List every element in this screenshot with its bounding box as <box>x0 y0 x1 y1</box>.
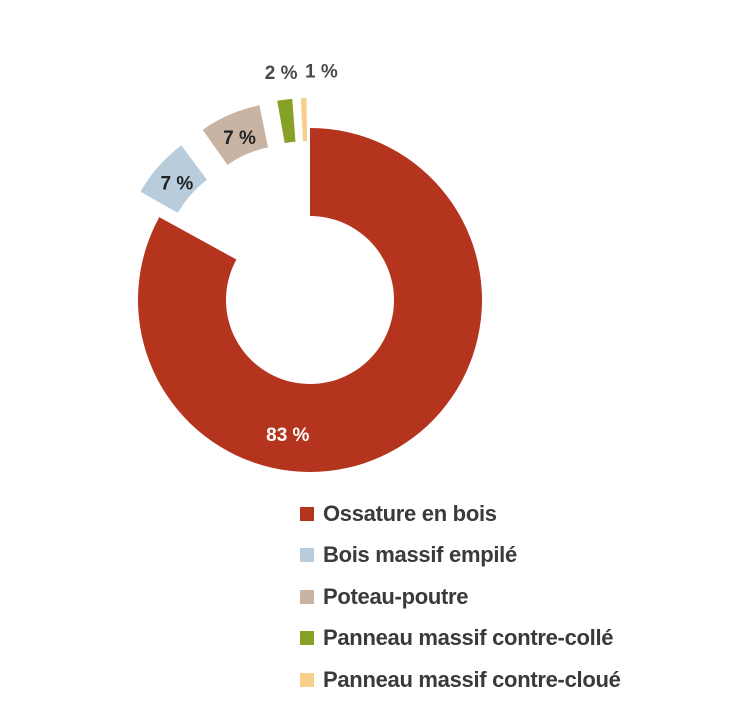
legend-item-poteau-poutre: Poteau-poutre <box>300 576 621 618</box>
legend-swatch-panneau-massif-contre-colle <box>300 631 314 646</box>
slice-bois-massif-empile <box>140 145 208 213</box>
slice-label-poteau-poutre: 7 % <box>223 128 256 149</box>
slice-label-panneau-massif-contre-colle: 2 % <box>265 63 298 84</box>
legend-swatch-ossature-en-bois <box>300 506 314 521</box>
legend-item-bois-massif-empile: Bois massif empilé <box>300 535 621 577</box>
legend-swatch-panneau-massif-contre-cloue <box>300 672 314 687</box>
legend-item-panneau-massif-contre-colle: Panneau massif contre-collé <box>300 618 621 660</box>
legend-label-poteau-poutre: Poteau-poutre <box>323 583 469 609</box>
slice-panneau-massif-contre-colle <box>277 98 296 144</box>
legend-swatch-poteau-poutre <box>300 589 314 604</box>
legend-label-panneau-massif-contre-cloue: Panneau massif contre-cloué <box>323 666 621 692</box>
legend-label-ossature-en-bois: Ossature en bois <box>323 500 497 526</box>
legend-label-bois-massif-empile: Bois massif empilé <box>323 542 517 568</box>
legend-item-ossature-en-bois: Ossature en bois <box>300 493 621 535</box>
slice-poteau-poutre <box>202 105 269 165</box>
legend-label-panneau-massif-contre-colle: Panneau massif contre-collé <box>323 625 614 651</box>
slice-ossature-en-bois <box>137 128 483 472</box>
slice-label-ossature-en-bois: 83 % <box>266 425 309 446</box>
legend-swatch-bois-massif-empile <box>300 548 314 563</box>
legend-item-panneau-massif-contre-cloue: Panneau massif contre-cloué <box>300 659 621 701</box>
legend: Ossature en bois Bois massif empilé Pote… <box>300 493 621 701</box>
slice-panneau-massif-contre-cloue <box>300 98 308 142</box>
slice-label-bois-massif-empile: 7 % <box>160 174 193 195</box>
slice-label-panneau-massif-contre-cloue: 1 % <box>305 62 338 83</box>
